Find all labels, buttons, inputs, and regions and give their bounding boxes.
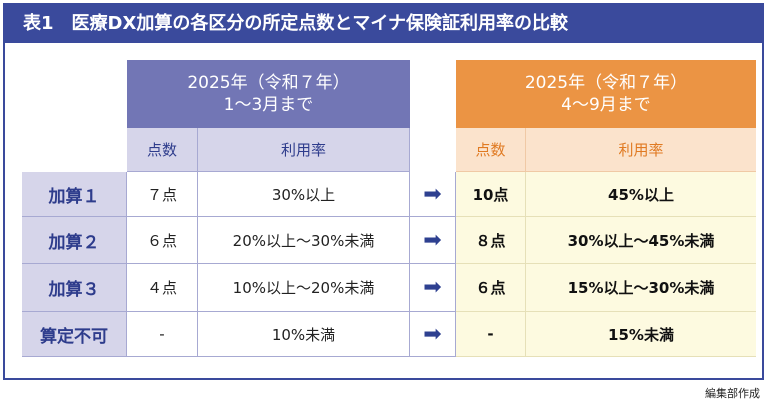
right-arrow-icon: ➡ <box>410 264 456 312</box>
before-rate-cell: 20%以上～30%未満 <box>198 217 410 264</box>
before-points-header: 点数 <box>127 128 198 172</box>
row-label: 加算１ <box>22 172 127 217</box>
after-points-header: 点数 <box>456 128 526 172</box>
after-rate-cell: 15%未満 <box>526 312 756 357</box>
after-rate-cell: 45%以上 <box>526 172 756 217</box>
right-arrow-icon: ➡ <box>410 312 456 357</box>
row-label: 加算３ <box>22 264 127 312</box>
before-points-cell: ６点 <box>127 217 198 264</box>
row-label: 算定不可 <box>22 312 127 357</box>
after-rate-header: 利用率 <box>526 128 756 172</box>
right-arrow-icon: ➡ <box>410 172 456 217</box>
after-points-cell: 10点 <box>456 172 526 217</box>
table-title: 表1 医療DX加算の各区分の所定点数とマイナ保険証利用率の比較 <box>5 5 762 43</box>
before-period-header: 2025年（令和７年） 1～3月まで <box>127 60 410 128</box>
source-note: 編集部作成 <box>705 387 760 400</box>
after-points-cell: - <box>456 312 526 357</box>
after-rate-cell: 30%以上～45%未満 <box>526 217 756 264</box>
before-rate-cell: 10%未満 <box>198 312 410 357</box>
after-points-cell: ８点 <box>456 217 526 264</box>
after-points-cell: ６点 <box>456 264 526 312</box>
after-period-header: 2025年（令和７年） 4～9月まで <box>456 60 756 128</box>
after-rate-cell: 15%以上～30%未満 <box>526 264 756 312</box>
before-points-cell: ７点 <box>127 172 198 217</box>
before-points-cell: - <box>127 312 198 357</box>
before-rate-cell: 30%以上 <box>198 172 410 217</box>
right-arrow-icon: ➡ <box>410 217 456 264</box>
before-rate-cell: 10%以上～20%未満 <box>198 264 410 312</box>
after-period-line1: 2025年（令和７年） <box>524 73 688 93</box>
after-period-line2: 4～9月まで <box>561 95 651 115</box>
before-period-line2: 1～3月まで <box>223 95 314 115</box>
row-label: 加算２ <box>22 217 127 264</box>
before-rate-header: 利用率 <box>198 128 410 172</box>
before-points-cell: ４点 <box>127 264 198 312</box>
before-period-line1: 2025年（令和７年） <box>187 73 350 93</box>
